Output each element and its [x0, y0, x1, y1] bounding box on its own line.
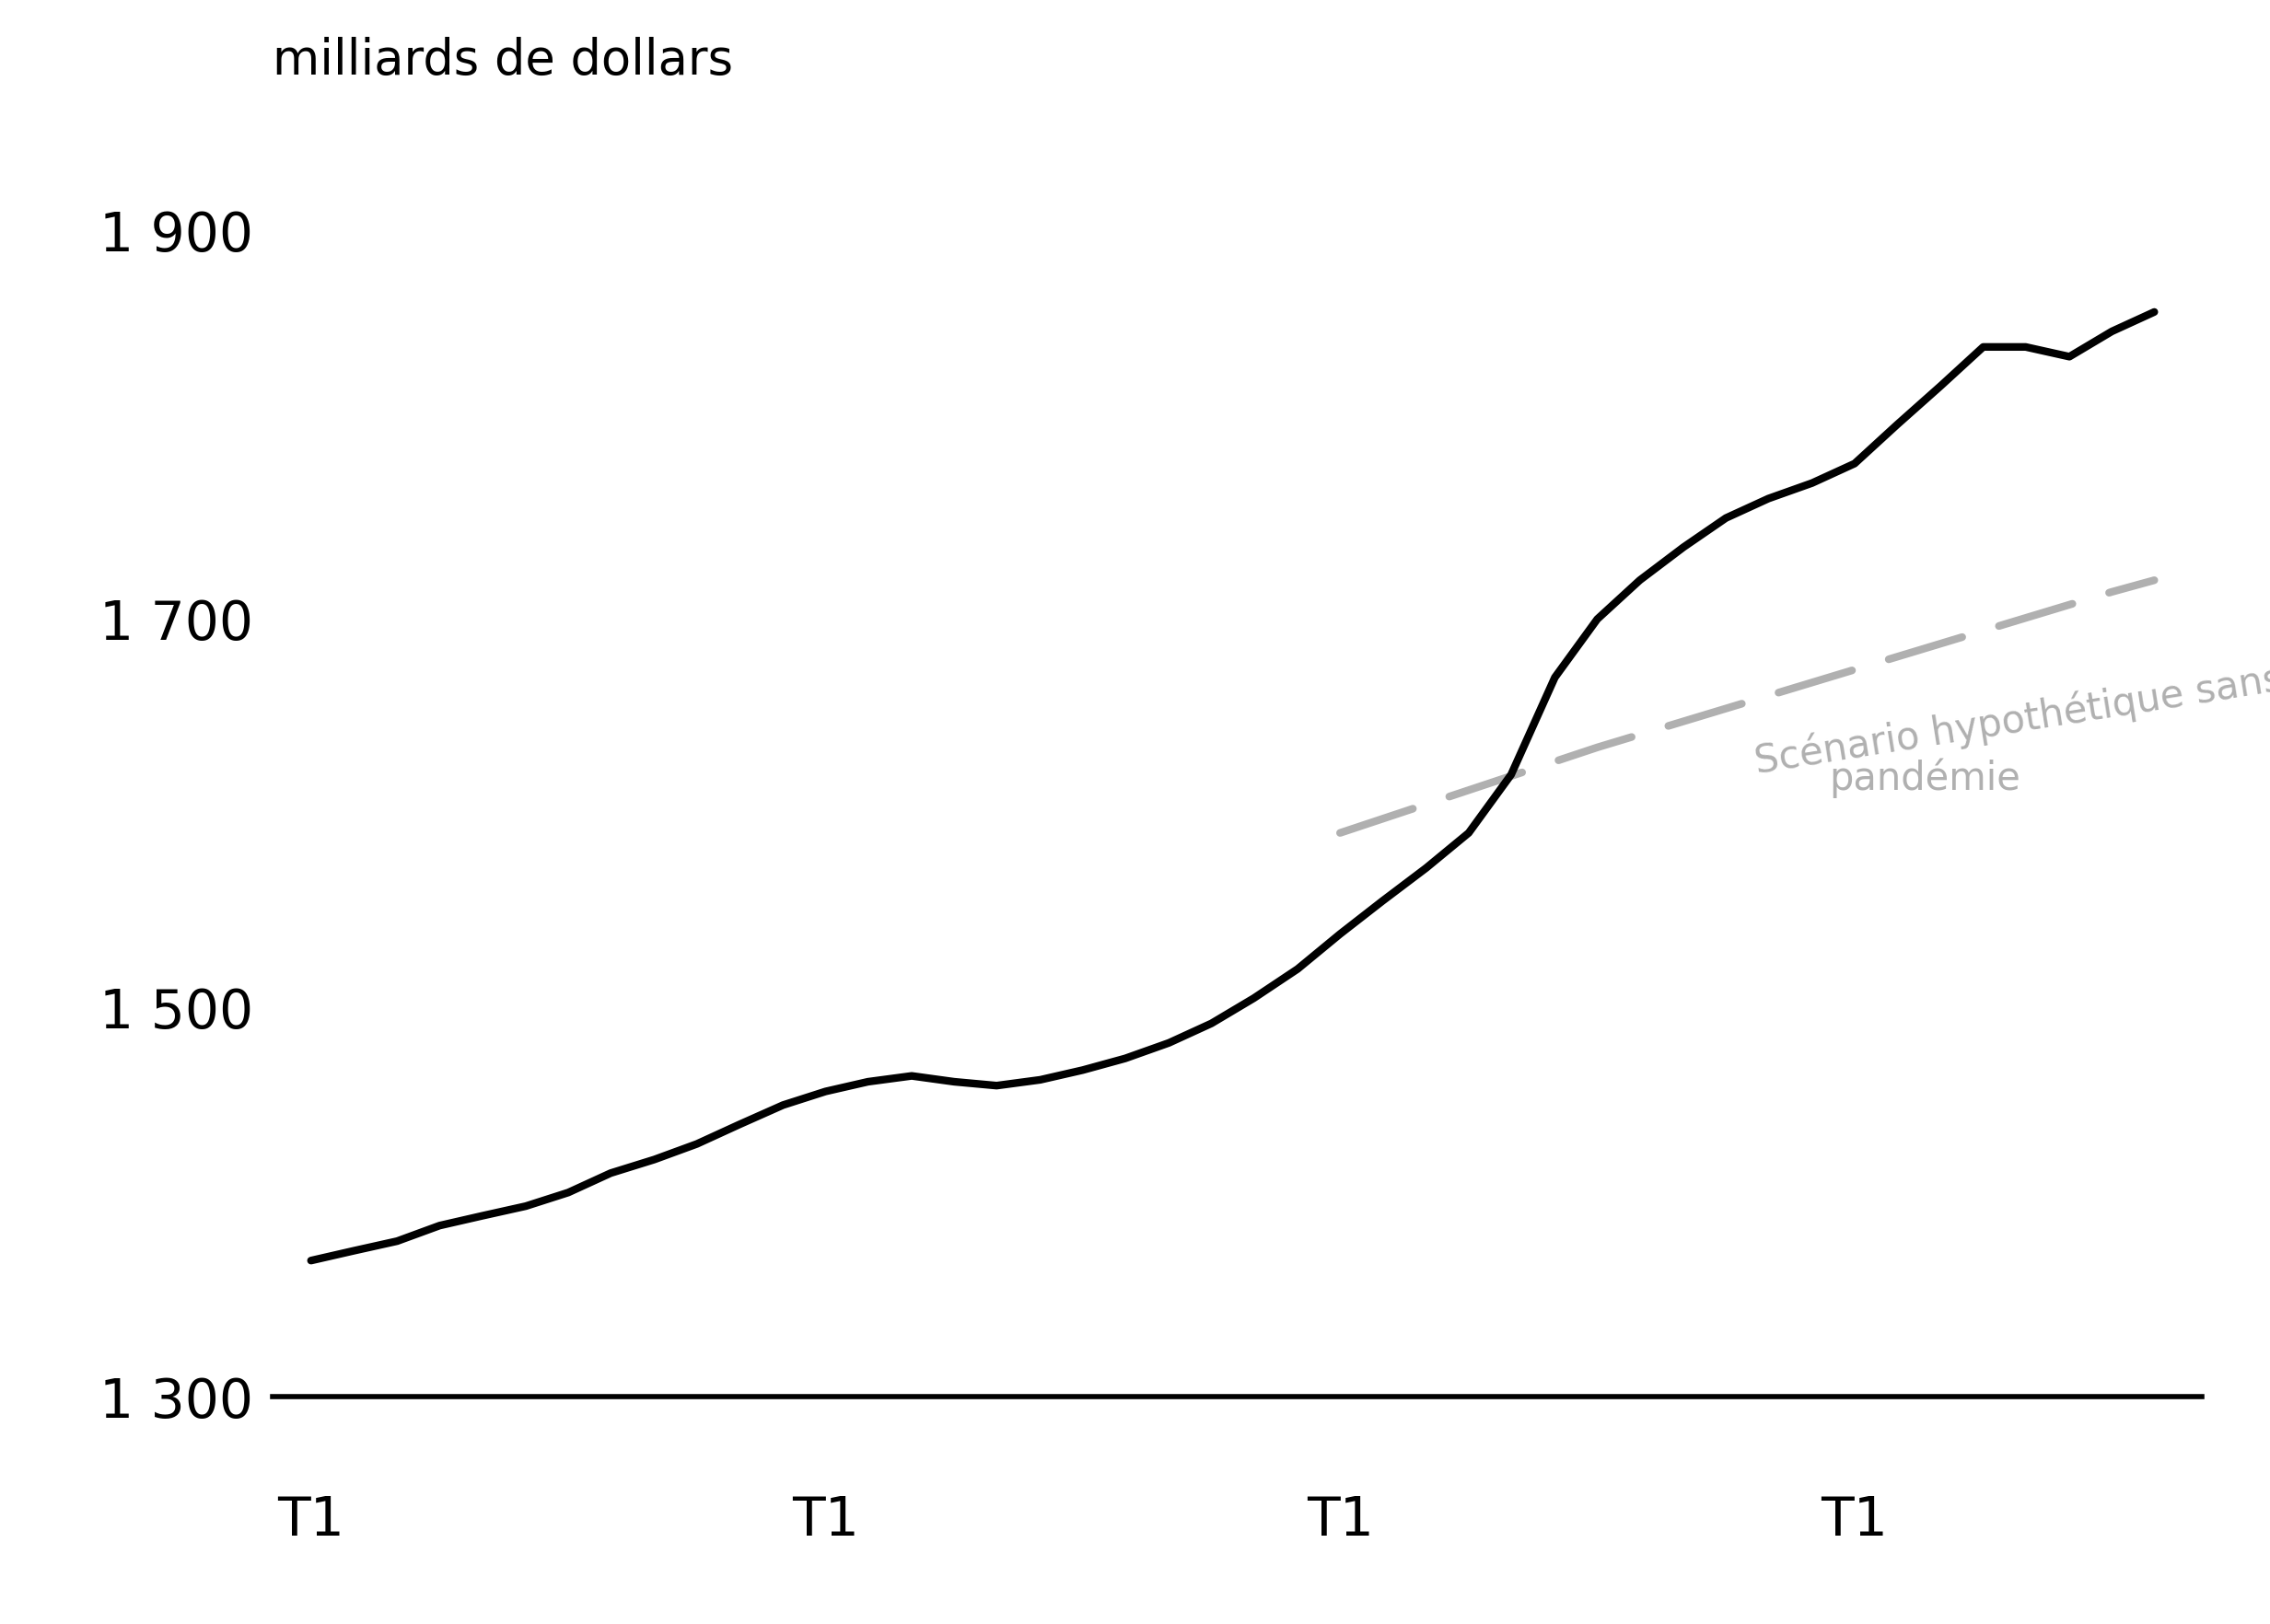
Text: milliards de dollars: milliards de dollars [272, 37, 733, 84]
Text: T1: T1 [792, 1494, 858, 1546]
Text: T1: T1 [1308, 1494, 1373, 1546]
Text: Scénario hypothétique sans: Scénario hypothétique sans [1752, 659, 2270, 781]
Text: pandémie: pandémie [1830, 758, 2020, 799]
Text: T1: T1 [1821, 1494, 1889, 1546]
Text: T1: T1 [277, 1494, 345, 1546]
